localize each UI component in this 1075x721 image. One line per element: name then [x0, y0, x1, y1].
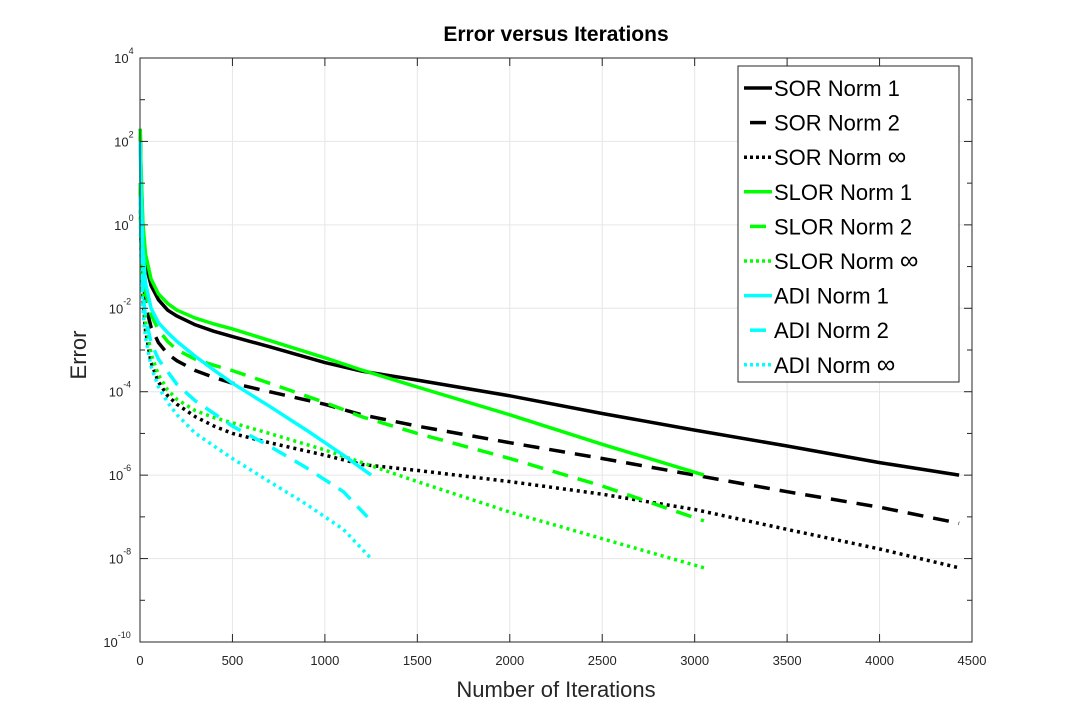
x-tick-label: 1000	[310, 653, 339, 668]
y-tick-exponent: 0	[129, 213, 134, 223]
legend-label-text: SLOR Norm 1	[774, 180, 912, 205]
legend-label: SOR Norm 1	[774, 76, 900, 101]
y-tick-label: 10 -10	[103, 630, 130, 650]
y-tick-label: 10 4	[114, 46, 133, 66]
y-tick-base: 10	[109, 552, 123, 567]
series-line-sor-norm-1	[138, 128, 960, 477]
infinity-symbol: ∞	[888, 141, 907, 171]
y-tick-base: 10	[109, 468, 123, 483]
series-line-sor-norm	[138, 195, 960, 570]
y-tick-exponent: 2	[129, 129, 134, 139]
y-tick-base: 10	[103, 635, 117, 650]
legend-label: ADI Norm ∞	[774, 349, 895, 379]
y-tick-exponent: -10	[118, 630, 131, 640]
infinity-symbol: ∞	[877, 349, 896, 379]
x-tick-label: 4500	[958, 653, 987, 668]
legend-label-text: ADI Norm	[774, 353, 877, 378]
y-tick-label: 10 0	[114, 213, 133, 233]
legend-label-text: ADI Norm 2	[774, 318, 889, 343]
chart-title: Error versus Iterations	[443, 23, 668, 46]
x-tick-label: 3500	[773, 653, 802, 668]
y-tick-label: 10 2	[114, 129, 133, 149]
y-tick-exponent: -6	[123, 463, 131, 473]
series-line-adi-norm-1	[138, 141, 373, 477]
x-tick-label: 0	[136, 653, 143, 668]
legend-label-text: SLOR Norm 2	[774, 214, 912, 239]
x-tick-label: 2500	[588, 653, 617, 668]
legend-label: ADI Norm 2	[774, 318, 889, 343]
infinity-symbol: ∞	[900, 245, 919, 275]
series-line-adi-norm-2	[138, 195, 369, 519]
legend-label-text: SOR Norm	[774, 145, 888, 170]
x-tick-label: 500	[222, 653, 244, 668]
y-tick-exponent: -4	[123, 380, 131, 390]
legend-box	[737, 65, 960, 383]
y-tick-exponent: 4	[129, 46, 134, 56]
legend-label: SLOR Norm 1	[774, 180, 912, 205]
y-axis-title: Error	[66, 331, 91, 380]
y-tick-base: 10	[109, 301, 123, 316]
y-tick-exponent: -2	[123, 296, 131, 306]
y-tick-label: 10 -4	[109, 380, 131, 400]
series-line-slor-norm-1	[138, 128, 705, 477]
x-axis-title: Number of Iterations	[456, 677, 655, 702]
y-tick-label: 10 -6	[109, 463, 131, 483]
series-line-adi-norm	[138, 212, 373, 560]
legend-label: SLOR Norm 2	[774, 214, 912, 239]
legend-label-text: ADI Norm 1	[774, 284, 889, 309]
legend-label: SOR Norm ∞	[774, 141, 906, 171]
legend-label-text: SOR Norm 1	[774, 76, 900, 101]
y-tick-exponent: -8	[123, 547, 131, 557]
legend-label-text: SLOR Norm	[774, 249, 900, 274]
x-tick-label: 3000	[680, 653, 709, 668]
y-tick-base: 10	[114, 51, 128, 66]
y-tick-label: 10 -8	[109, 547, 131, 567]
legend-label: ADI Norm 1	[774, 284, 889, 309]
y-tick-base: 10	[114, 218, 128, 233]
legend-label: SOR Norm 2	[774, 111, 900, 136]
y-tick-base: 10	[109, 385, 123, 400]
x-tick-label: 1500	[403, 653, 432, 668]
series-lines	[138, 128, 960, 570]
y-tick-base: 10	[114, 134, 128, 149]
x-tick-label: 2000	[495, 653, 524, 668]
y-tick-label: 10 -2	[109, 296, 131, 316]
legend-label-text: SOR Norm 2	[774, 111, 900, 136]
legend-label: SLOR Norm ∞	[774, 245, 918, 275]
x-tick-label: 4000	[865, 653, 894, 668]
